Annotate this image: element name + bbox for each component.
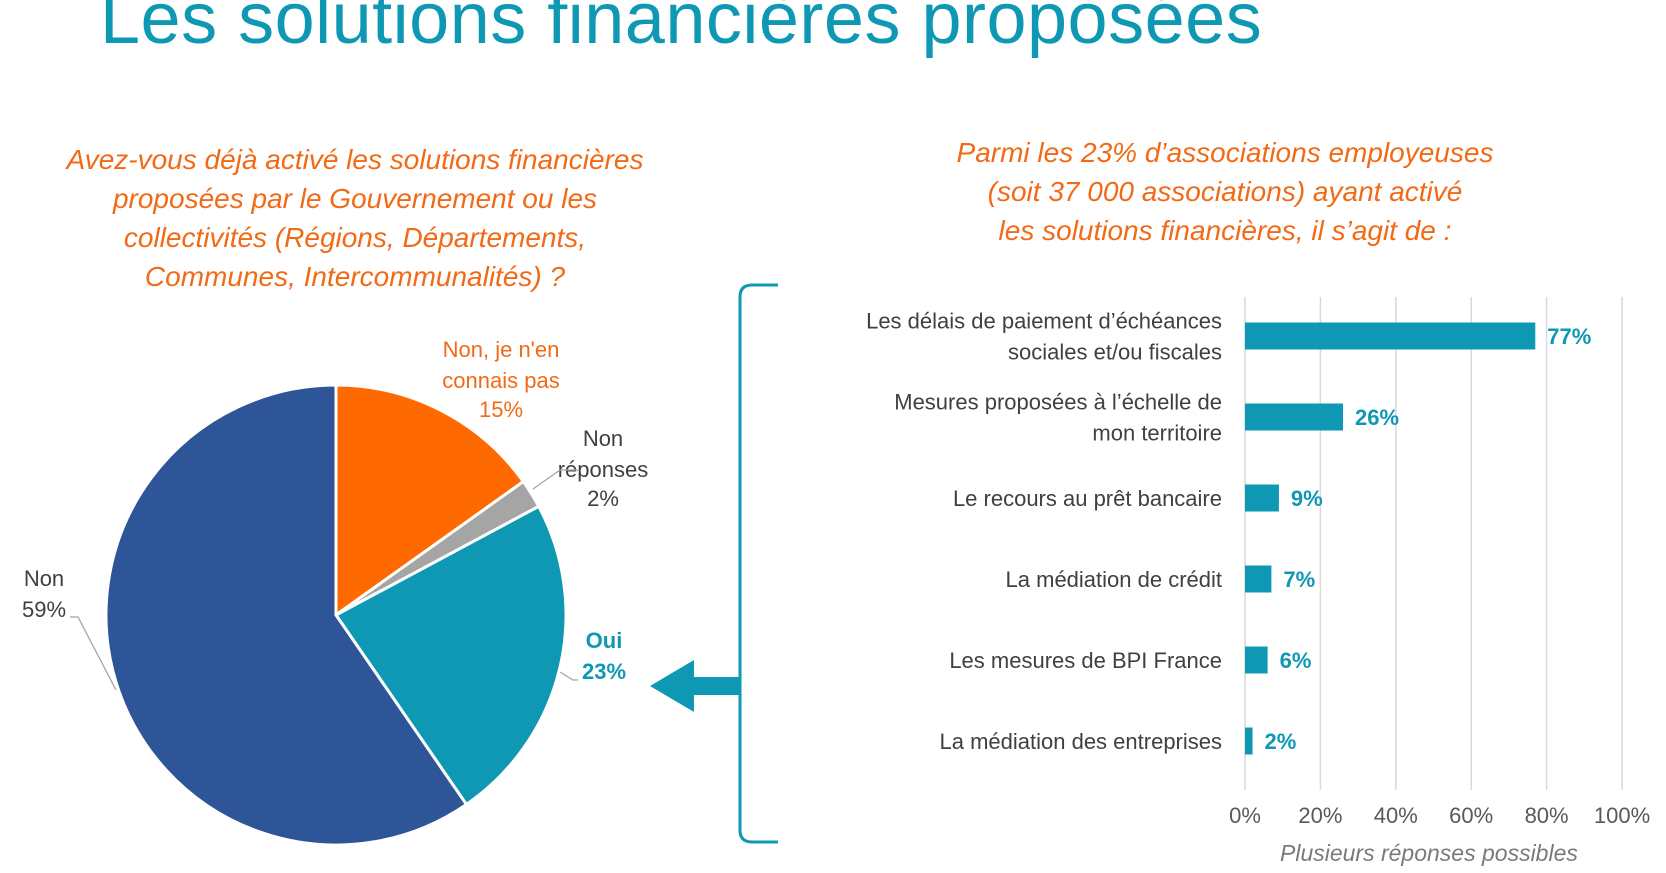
leader-line xyxy=(532,469,578,490)
x-tick-label: 80% xyxy=(1525,803,1569,828)
bracket xyxy=(738,283,778,844)
left-question-line: proposées par le Gouvernement ou les xyxy=(112,183,598,214)
left-question-line: Avez-vous déjà activé les solutions fina… xyxy=(66,144,644,175)
x-tick-label: 100% xyxy=(1594,803,1650,828)
pie-slice-value: 15% xyxy=(479,397,523,422)
category-label: mon territoire xyxy=(1092,421,1222,446)
bar xyxy=(1245,484,1279,512)
category-label: La médiation de crédit xyxy=(1006,567,1222,592)
pie-slice-label: connais pas xyxy=(442,368,559,393)
left-question-line: collectivités (Régions, Départements, xyxy=(123,222,587,253)
footnote: Plusieurs réponses possibles xyxy=(1280,840,1578,866)
category-label: Le recours au prêt bancaire xyxy=(953,486,1222,511)
x-tick-label: 60% xyxy=(1449,803,1493,828)
bar-value-label: 26% xyxy=(1355,405,1399,430)
pie-slice xyxy=(333,504,568,807)
x-tick-label: 20% xyxy=(1298,803,1342,828)
bar-value-label: 77% xyxy=(1547,324,1591,349)
pie-slice-value: 2% xyxy=(587,486,619,511)
bar xyxy=(1245,322,1536,350)
bar xyxy=(1245,727,1253,755)
pie-slice-label: Oui xyxy=(586,628,623,653)
right-question: Parmi les 23% d’associations employeuses… xyxy=(900,133,1550,250)
category-label: Les mesures de BPI France xyxy=(949,648,1222,673)
category-label: Les délais de paiement d’échéances xyxy=(866,309,1222,334)
x-tick-label: 0% xyxy=(1229,803,1261,828)
right-question-line: Parmi les 23% d’associations employeuses xyxy=(956,137,1494,168)
bar-value-label: 7% xyxy=(1283,567,1315,592)
pie-slice xyxy=(334,383,526,618)
leader-line xyxy=(559,671,578,681)
pie-slice-label: Non xyxy=(583,426,623,451)
bar xyxy=(1245,565,1272,593)
left-question-line: Communes, Intercommunalités) ? xyxy=(144,261,566,292)
pie-slice xyxy=(104,383,469,847)
right-question-line: (soit 37 000 associations) ayant activé xyxy=(987,176,1463,207)
pie-slice-value: 59% xyxy=(22,597,66,622)
pie-slice-label: Non, je n'en xyxy=(443,337,560,362)
arrow-left-icon xyxy=(650,660,694,712)
leader-line xyxy=(70,616,117,691)
bar xyxy=(1245,646,1268,674)
x-tick-label: 40% xyxy=(1374,803,1418,828)
bar-value-label: 9% xyxy=(1291,486,1323,511)
pie-slice-label: Non xyxy=(24,566,64,591)
left-question: Avez-vous déjà activé les solutions fina… xyxy=(30,140,680,296)
category-label: La médiation des entreprises xyxy=(940,729,1223,754)
category-label: sociales et/ou fiscales xyxy=(1008,340,1222,365)
page-title: Les solutions financières proposées xyxy=(100,0,1263,59)
bar-value-label: 6% xyxy=(1280,648,1312,673)
bar xyxy=(1245,403,1344,431)
bar-value-label: 2% xyxy=(1265,729,1297,754)
right-question-line: les solutions financières, il s’agit de … xyxy=(998,215,1452,246)
category-label: Mesures proposées à l’échelle de xyxy=(894,390,1222,415)
pie-slice-value: 23% xyxy=(582,659,626,684)
